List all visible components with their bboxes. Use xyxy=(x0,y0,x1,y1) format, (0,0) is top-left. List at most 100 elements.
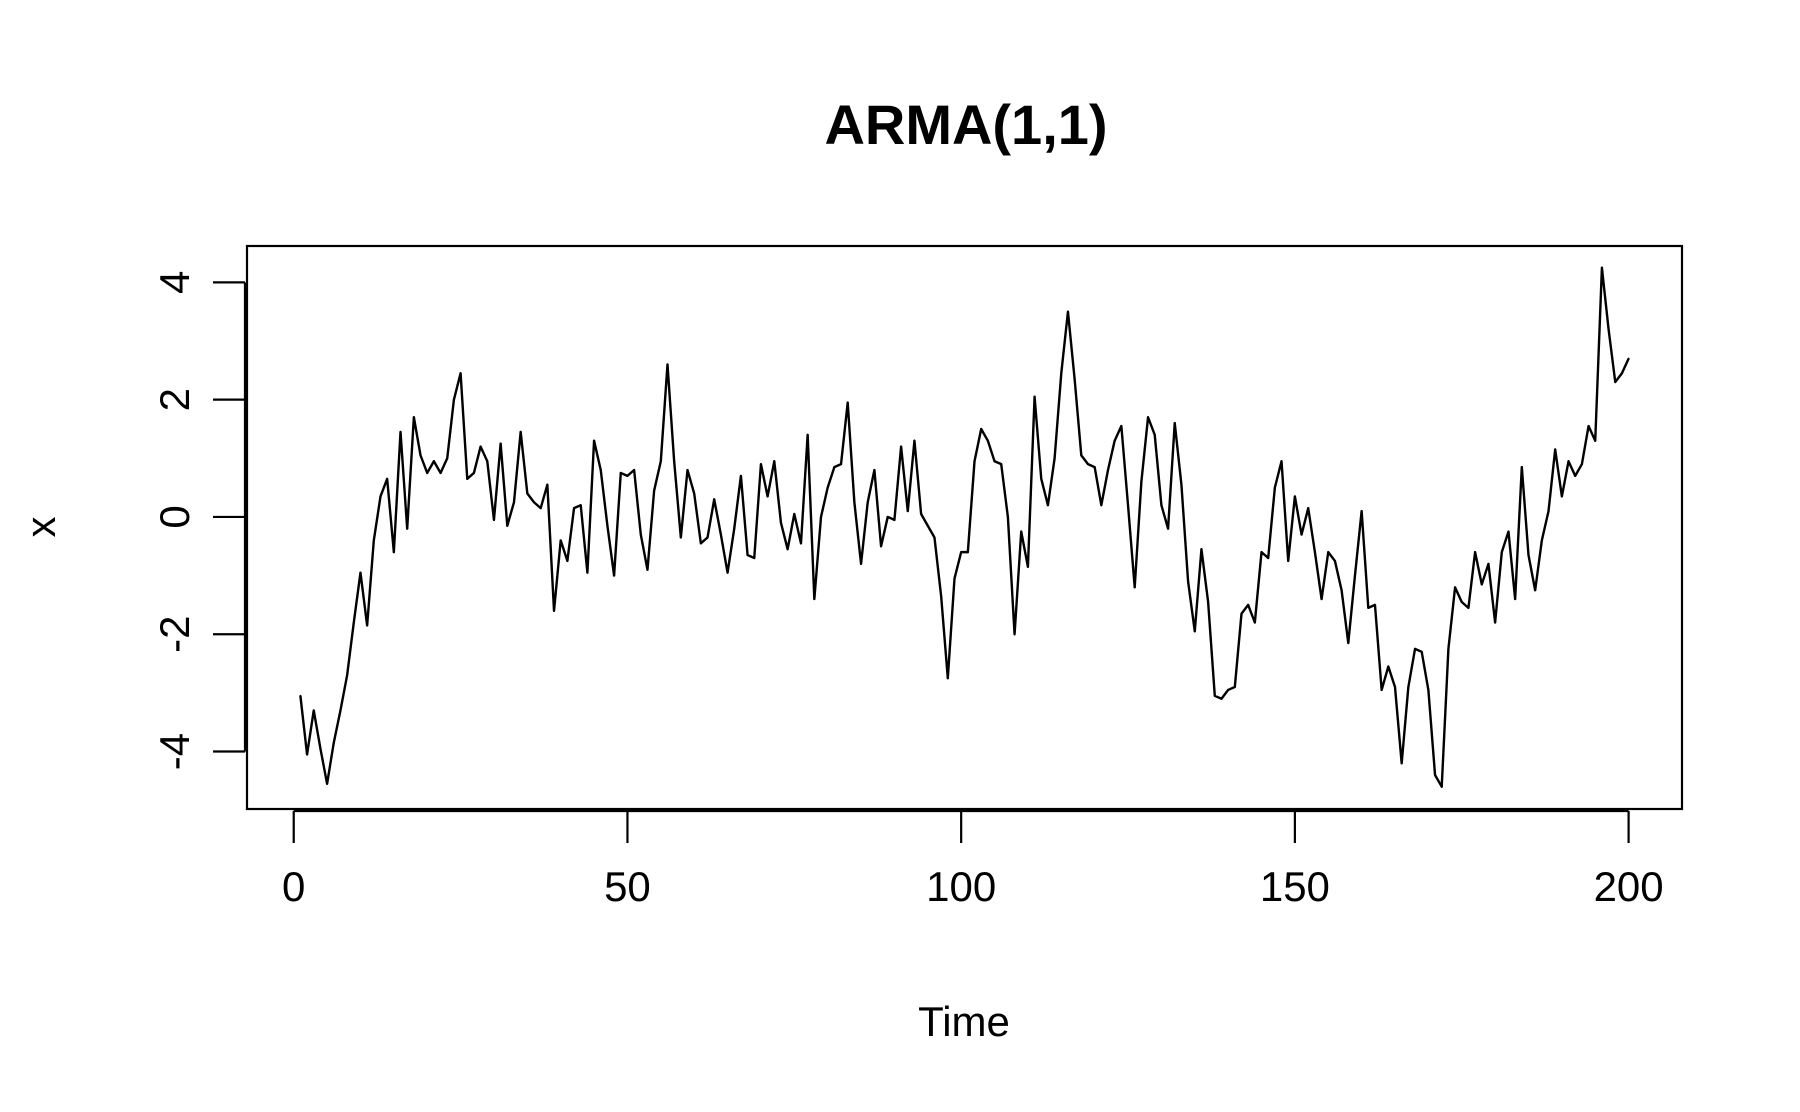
data-point xyxy=(833,466,836,469)
data-point xyxy=(1046,504,1049,507)
data-point xyxy=(399,430,402,433)
data-point xyxy=(626,474,629,477)
data-point xyxy=(1160,504,1163,507)
data-point xyxy=(693,492,696,495)
data-point xyxy=(386,477,389,480)
data-point xyxy=(1400,762,1403,765)
data-point xyxy=(1140,480,1143,483)
y-tick-label: 2 xyxy=(151,388,198,411)
data-point xyxy=(733,527,736,530)
data-point xyxy=(1454,586,1457,589)
data-point xyxy=(1086,463,1089,466)
data-point xyxy=(1554,448,1557,451)
data-point xyxy=(559,539,562,542)
data-point xyxy=(1607,328,1610,331)
data-point xyxy=(1487,562,1490,565)
data-point xyxy=(1173,422,1176,425)
data-point xyxy=(339,709,342,712)
data-point xyxy=(1587,425,1590,428)
y-tick-label: -4 xyxy=(151,733,198,770)
data-point xyxy=(946,677,949,680)
data-point xyxy=(1307,507,1310,510)
data-point xyxy=(352,621,355,624)
data-point xyxy=(1620,372,1623,375)
data-point xyxy=(1240,612,1243,615)
data-point xyxy=(653,489,656,492)
data-point xyxy=(492,518,495,521)
data-point xyxy=(619,471,622,474)
x-tick-label: 0 xyxy=(282,863,305,910)
data-point xyxy=(1373,603,1376,606)
plot-frame xyxy=(245,244,1684,811)
data-point xyxy=(793,513,796,516)
data-point xyxy=(940,595,943,598)
data-point xyxy=(599,469,602,472)
data-point xyxy=(900,445,903,448)
x-tick-label: 50 xyxy=(604,863,651,910)
data-point xyxy=(412,416,415,419)
data-point xyxy=(1347,642,1350,645)
data-point xyxy=(466,477,469,480)
data-point xyxy=(1474,551,1477,554)
data-point xyxy=(1193,630,1196,633)
data-point xyxy=(1440,785,1443,788)
data-point xyxy=(1614,381,1617,384)
data-point xyxy=(479,445,482,448)
data-point xyxy=(759,463,762,466)
series-line xyxy=(299,266,1630,788)
y-tick-label: 4 xyxy=(151,271,198,294)
data-point xyxy=(960,551,963,554)
data-point xyxy=(719,533,722,536)
data-point xyxy=(1107,469,1109,472)
data-point xyxy=(913,439,916,442)
data-point xyxy=(1073,378,1076,381)
data-point xyxy=(679,536,682,539)
data-point xyxy=(406,527,409,530)
data-point xyxy=(973,460,976,463)
data-point xyxy=(686,469,689,472)
data-point xyxy=(1534,589,1537,592)
data-point xyxy=(1013,633,1016,636)
data-point xyxy=(332,741,335,744)
data-point xyxy=(319,747,322,750)
data-point xyxy=(366,624,369,627)
data-point xyxy=(840,463,843,466)
data-point xyxy=(1434,773,1437,776)
data-point xyxy=(1233,686,1236,689)
data-point xyxy=(1133,586,1136,589)
data-point xyxy=(526,492,529,495)
data-point xyxy=(773,460,776,463)
data-point xyxy=(1313,551,1316,554)
data-point xyxy=(966,551,969,554)
data-point xyxy=(459,372,462,375)
data-point xyxy=(739,474,742,477)
data-point xyxy=(1460,600,1463,603)
data-point xyxy=(1060,372,1063,375)
data-point xyxy=(1594,439,1597,442)
data-point xyxy=(813,598,816,601)
y-axis-title: x xyxy=(17,517,64,538)
data-point xyxy=(766,495,769,498)
data-point xyxy=(1127,504,1130,507)
data-point xyxy=(546,483,549,486)
data-point xyxy=(553,609,556,612)
data-point xyxy=(659,460,662,463)
data-point xyxy=(439,471,442,474)
data-point xyxy=(512,501,515,504)
data-point xyxy=(1080,454,1083,457)
x-tick-label: 100 xyxy=(926,863,996,910)
x-tick-label: 150 xyxy=(1260,863,1330,910)
data-point xyxy=(573,507,576,510)
data-point xyxy=(706,536,709,539)
data-point xyxy=(1026,565,1029,568)
data-point xyxy=(506,524,509,527)
data-point xyxy=(846,401,849,404)
data-point xyxy=(1500,551,1503,554)
data-point xyxy=(1480,583,1483,586)
data-point xyxy=(886,515,889,518)
data-point xyxy=(666,363,669,366)
data-point xyxy=(873,469,876,472)
data-point xyxy=(1100,504,1103,507)
data-point xyxy=(1213,694,1216,697)
data-point xyxy=(699,542,702,545)
